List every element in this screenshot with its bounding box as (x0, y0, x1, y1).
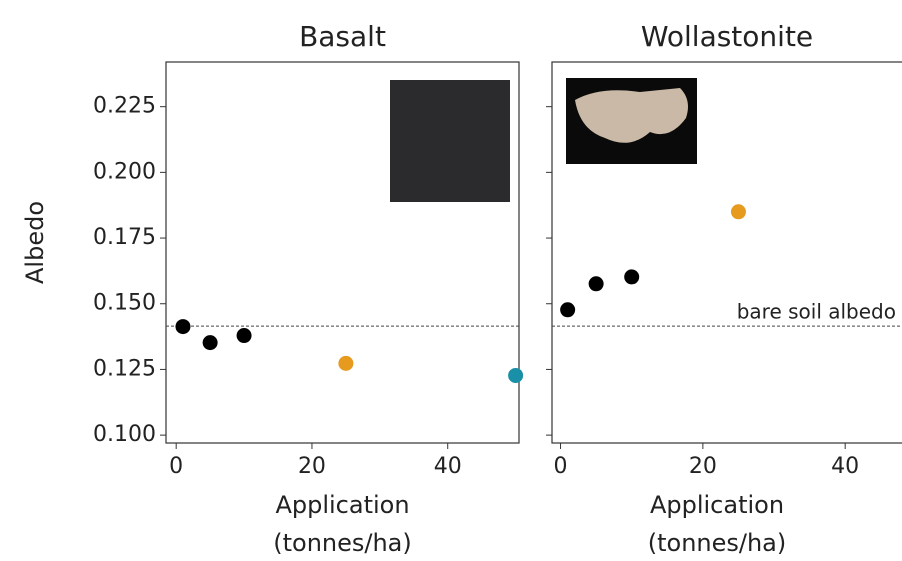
x-tick-label: 40 (434, 454, 462, 479)
plot-frame (165, 61, 520, 444)
x-tick-label: 0 (554, 454, 568, 479)
point (338, 355, 354, 371)
panel-title: Basalt (299, 20, 386, 53)
y-axis-label: Albedo (21, 201, 49, 284)
x-tick-label: 40 (831, 454, 859, 479)
x-tick-label: 20 (298, 454, 326, 479)
y-tick-label: 0.225 (93, 94, 156, 119)
point (508, 367, 524, 383)
x-tick-label: 0 (169, 454, 183, 479)
y-tick-label: 0.200 (93, 159, 156, 184)
plot-frame (551, 61, 902, 444)
point (236, 328, 252, 344)
point (730, 204, 746, 220)
y-tick-label: 0.100 (93, 422, 156, 447)
panel-title: Wollastonite (641, 20, 813, 53)
x-tick-label: 20 (689, 454, 717, 479)
basalt-photo (390, 80, 510, 202)
wollastonite-photo (575, 88, 688, 143)
y-tick-label: 0.175 (93, 225, 156, 250)
x-axis-label: (tonnes/ha) (273, 529, 412, 557)
y-tick-label: 0.150 (93, 291, 156, 316)
point (588, 276, 604, 292)
point (624, 269, 640, 285)
point (202, 335, 218, 351)
x-axis-label: (tonnes/ha) (648, 529, 787, 557)
x-axis-label: Application (275, 491, 409, 519)
annotation: bare soil albedo (737, 300, 896, 324)
x-axis-label: Application (650, 491, 784, 519)
point (175, 319, 191, 335)
y-tick-label: 0.125 (93, 356, 156, 381)
point (560, 302, 576, 318)
